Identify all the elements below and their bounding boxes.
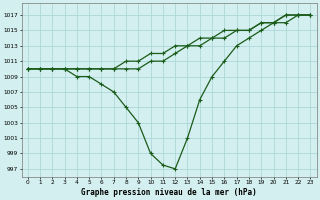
X-axis label: Graphe pression niveau de la mer (hPa): Graphe pression niveau de la mer (hPa) — [81, 188, 257, 197]
